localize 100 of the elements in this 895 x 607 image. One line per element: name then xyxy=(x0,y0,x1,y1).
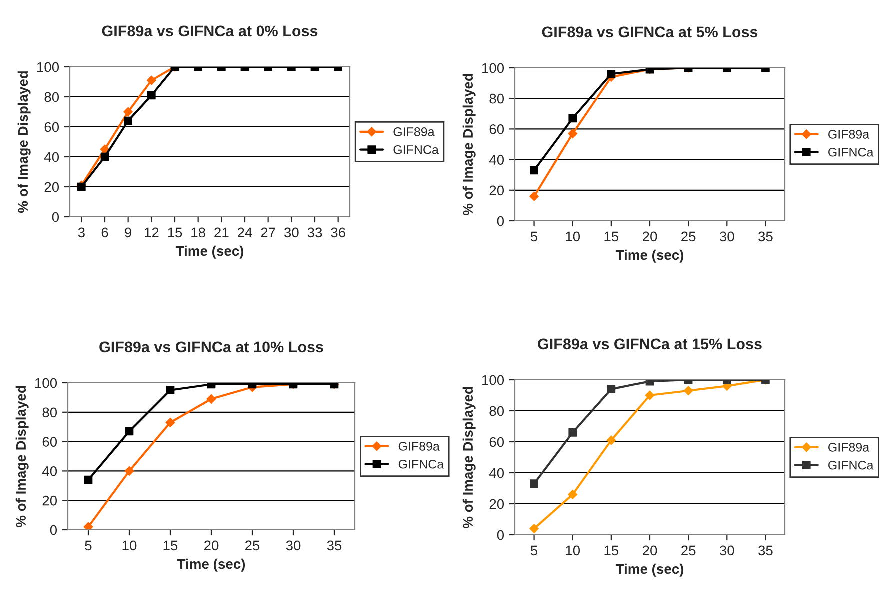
x-axis-title: Time (sec) xyxy=(176,246,244,259)
y-tick-label: 0 xyxy=(52,212,60,222)
y-tick-label: 60 xyxy=(490,437,504,448)
y-tick-label: 60 xyxy=(42,437,58,447)
legend-label: GIF89a xyxy=(828,443,870,452)
x-tick-label: 27 xyxy=(261,228,276,238)
y-axis-title: % of Image Displayed xyxy=(462,387,476,529)
x-tick-label: 33 xyxy=(308,228,322,238)
y-tick-label: 80 xyxy=(490,406,504,416)
x-tick-label: 15 xyxy=(168,228,182,238)
x-tick-label: 10 xyxy=(122,540,137,551)
point xyxy=(206,394,216,404)
point xyxy=(568,129,578,138)
y-tick-label: 60 xyxy=(490,124,504,134)
y-tick-label: 100 xyxy=(482,63,504,74)
y-axis-title: % of Image Displayed xyxy=(16,386,29,528)
y-tick-label: 80 xyxy=(44,92,60,102)
x-tick-label: 25 xyxy=(682,232,696,242)
y-tick-label: 80 xyxy=(42,408,58,418)
y-tick-label: 100 xyxy=(37,62,60,72)
point xyxy=(568,428,578,437)
point xyxy=(124,466,134,476)
point xyxy=(148,91,156,100)
x-tick-label: 35 xyxy=(327,540,342,551)
y-tick-label: 20 xyxy=(490,186,504,196)
point xyxy=(84,522,94,530)
x-tick-label: 30 xyxy=(720,546,734,556)
x-tick-label: 15 xyxy=(164,540,178,551)
point xyxy=(124,116,132,126)
point xyxy=(606,436,616,446)
x-tick-label: 30 xyxy=(286,540,301,551)
x-tick-label: 12 xyxy=(145,228,159,238)
point xyxy=(684,386,694,396)
y-tick-label: 20 xyxy=(490,499,504,510)
legend-label: GIFNCa xyxy=(828,460,874,470)
chart-title: GIF89a vs GIFNCa at 15% Loss xyxy=(538,338,762,350)
y-tick-label: 20 xyxy=(44,182,60,192)
y-tick-label: 40 xyxy=(489,468,504,478)
x-tick-label: 20 xyxy=(642,546,658,556)
y-tick-label: 100 xyxy=(35,378,58,388)
x-tick-label: 10 xyxy=(566,232,580,242)
x-tick-label: 30 xyxy=(284,228,299,238)
point xyxy=(530,524,539,534)
x-tick-label: 9 xyxy=(125,228,132,238)
x-tick-label: 10 xyxy=(566,546,580,556)
x-tick-label: 36 xyxy=(331,228,346,238)
point xyxy=(530,192,539,202)
y-tick-label: 20 xyxy=(42,496,58,506)
x-tick-label: 5 xyxy=(530,232,538,242)
y-tick-label: 100 xyxy=(482,375,504,386)
legend-label: GIF89a xyxy=(828,130,870,139)
x-tick-label: 20 xyxy=(204,540,219,551)
x-tick-label: 20 xyxy=(642,232,658,242)
point xyxy=(84,476,93,484)
x-tick-label: 35 xyxy=(758,232,773,242)
x-tick-label: 15 xyxy=(604,546,619,556)
chart-title: GIF89a vs GIFNCa at 5% Loss xyxy=(542,26,758,38)
y-axis-title: % of Image Displayed xyxy=(462,74,476,216)
y-tick-label: 40 xyxy=(489,155,504,165)
legend-label: GIF89a xyxy=(398,442,440,451)
x-axis-title: Time (sec) xyxy=(616,564,684,577)
y-tick-label: 0 xyxy=(497,530,504,540)
point xyxy=(100,144,110,154)
y-tick-label: 60 xyxy=(44,122,60,132)
y-axis-title: % of Image Displayed xyxy=(18,72,31,214)
x-tick-label: 25 xyxy=(245,540,260,551)
y-tick-label: 40 xyxy=(44,152,60,162)
point xyxy=(125,427,134,436)
point xyxy=(124,107,133,117)
x-tick-label: 5 xyxy=(530,546,538,556)
x-tick-label: 25 xyxy=(682,546,696,556)
y-tick-label: 40 xyxy=(42,466,58,476)
point xyxy=(607,385,616,394)
y-tick-label: 0 xyxy=(50,525,58,536)
chart-title: GIF89a vs GIFNCa at 0% Loss xyxy=(102,26,318,37)
x-tick-label: 21 xyxy=(214,228,229,238)
point xyxy=(645,390,655,400)
point xyxy=(568,490,578,500)
point xyxy=(568,114,578,123)
x-axis-title: Time (sec) xyxy=(177,558,246,572)
legend-label: GIF89a xyxy=(394,128,435,136)
x-tick-label: 30 xyxy=(720,232,734,242)
x-axis-title: Time (sec) xyxy=(616,250,684,263)
x-tick-label: 5 xyxy=(85,540,92,551)
x-tick-label: 6 xyxy=(102,228,108,238)
y-tick-label: 0 xyxy=(497,216,504,226)
legend-label: GIFNCa xyxy=(828,148,874,157)
x-tick-label: 15 xyxy=(604,232,619,242)
point xyxy=(166,386,175,395)
point xyxy=(166,418,176,428)
chart-title: GIF89a vs GIFNCa at 10% Loss xyxy=(100,342,324,353)
point xyxy=(100,152,110,162)
point xyxy=(530,166,538,175)
legend-label: GIFNCa xyxy=(394,145,439,154)
legend-label: GIFNCa xyxy=(398,460,444,469)
point xyxy=(530,480,538,488)
x-tick-label: 35 xyxy=(758,546,773,556)
x-tick-label: 18 xyxy=(192,228,206,238)
x-tick-label: 24 xyxy=(238,228,252,238)
y-tick-label: 80 xyxy=(490,94,504,104)
